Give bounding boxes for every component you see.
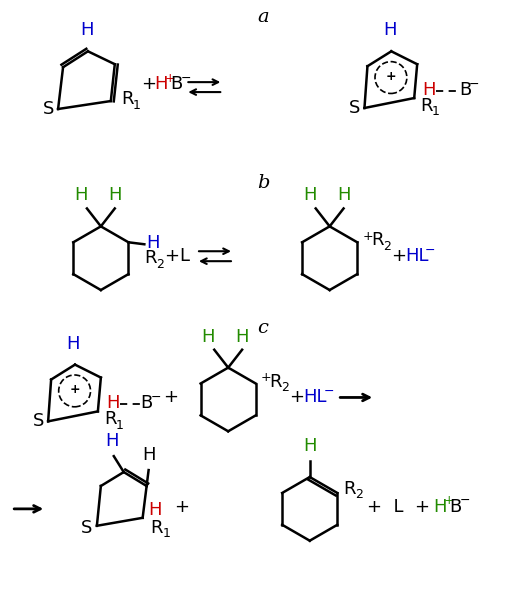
Text: +: + [261, 371, 271, 384]
Text: H: H [155, 75, 168, 93]
Text: +: + [386, 70, 396, 83]
Text: H: H [142, 446, 155, 464]
Text: H: H [303, 437, 317, 455]
Text: a: a [257, 8, 269, 27]
Text: 2: 2 [156, 258, 164, 271]
Text: 1: 1 [432, 105, 440, 118]
Text: S: S [81, 519, 93, 537]
Text: H: H [149, 501, 162, 519]
Text: −: − [425, 244, 436, 257]
Text: +  L  +: + L + [367, 498, 430, 516]
Text: R: R [150, 519, 163, 537]
Text: +: + [69, 384, 80, 397]
Text: HL: HL [304, 388, 327, 407]
Text: B: B [140, 394, 153, 413]
Text: −: − [180, 72, 191, 85]
Text: H: H [106, 394, 119, 413]
Text: +: + [164, 388, 178, 407]
Text: H: H [337, 186, 350, 204]
Text: H: H [303, 186, 317, 204]
Text: 2: 2 [383, 240, 391, 253]
Text: R: R [420, 97, 433, 115]
Text: R: R [144, 249, 157, 267]
Text: b: b [257, 173, 269, 192]
Text: S: S [33, 413, 44, 430]
Text: +: + [362, 230, 373, 243]
Text: R: R [104, 410, 116, 429]
Text: 1: 1 [116, 419, 124, 432]
Text: −: − [460, 494, 470, 507]
Text: R: R [121, 90, 133, 108]
Text: B: B [450, 498, 462, 516]
Text: H: H [422, 81, 436, 99]
Text: H: H [235, 328, 249, 346]
Text: H: H [66, 334, 80, 353]
Text: 1: 1 [133, 98, 140, 111]
Text: L: L [179, 247, 189, 265]
Text: H: H [201, 328, 215, 346]
Text: H: H [108, 186, 122, 204]
Text: +: + [165, 72, 175, 85]
Text: R: R [343, 480, 356, 498]
Text: H: H [74, 186, 88, 204]
Text: +: + [164, 247, 179, 265]
Text: S: S [43, 100, 54, 118]
Text: 2: 2 [355, 488, 363, 501]
Text: H: H [146, 234, 160, 252]
Text: +: + [444, 494, 454, 507]
Text: H: H [80, 21, 94, 39]
Text: +: + [175, 498, 189, 516]
Text: R: R [270, 372, 282, 391]
Text: B: B [170, 75, 183, 93]
Text: −: − [150, 391, 161, 404]
Text: H: H [383, 21, 397, 39]
Text: 1: 1 [163, 527, 170, 540]
Text: H: H [105, 432, 118, 450]
Text: −: − [469, 78, 479, 91]
Text: HL: HL [405, 247, 429, 265]
Text: B: B [459, 81, 471, 99]
Text: S: S [349, 99, 360, 117]
Text: c: c [258, 319, 268, 337]
Text: H: H [433, 498, 447, 516]
Text: R: R [371, 231, 383, 249]
Text: +: + [140, 75, 156, 93]
Text: −: − [323, 385, 334, 398]
Text: 2: 2 [281, 381, 289, 394]
Text: +: + [290, 388, 305, 407]
Text: +: + [391, 247, 406, 265]
